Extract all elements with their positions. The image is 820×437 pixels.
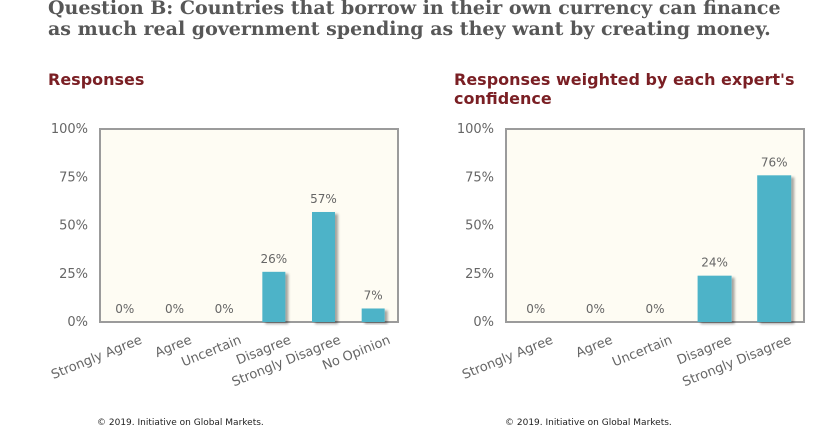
- y-tick-label: 75%: [59, 170, 88, 185]
- bar: [361, 308, 385, 322]
- y-tick-label: 0%: [67, 315, 88, 330]
- category-label: Uncertain: [610, 333, 674, 371]
- chart-title-weighted: Responses weighted by each expert's conf…: [454, 70, 795, 108]
- category-label: Strongly Agree: [460, 333, 555, 383]
- weighted-responses-chart: 0% 25% 50% 75% 100% 0% Strongly Agree 0% Agree 0%…: [457, 122, 805, 390]
- bar: [697, 275, 732, 322]
- y-tick-label: 100%: [51, 122, 88, 137]
- y-tick-label: 50%: [465, 219, 494, 234]
- plot-area: [505, 128, 805, 323]
- category-label: Agree: [574, 333, 615, 361]
- y-tick-label: 25%: [465, 267, 494, 282]
- data-label: 0%: [215, 302, 234, 316]
- data-label: 24%: [701, 256, 728, 270]
- data-label: 7%: [364, 288, 383, 302]
- responses-chart: 0%25%50%75%100%0%Strongly Agree0%Agree0%…: [49, 122, 399, 390]
- copyright-left: © 2019. Initiative on Global Markets.: [97, 418, 264, 428]
- data-label: 0%: [165, 302, 184, 316]
- data-label: 76%: [761, 155, 788, 169]
- category-label: Strongly Agree: [49, 333, 144, 383]
- data-label: 26%: [260, 252, 287, 266]
- y-tick-label: 0%: [473, 315, 494, 330]
- y-tick-label: 75%: [465, 170, 494, 185]
- y-tick-label: 25%: [59, 267, 88, 282]
- y-tick-label: 100%: [457, 122, 494, 137]
- chart-title-responses: Responses: [48, 70, 145, 89]
- data-label: 57%: [310, 192, 337, 206]
- data-label: 0%: [586, 302, 605, 316]
- bar: [757, 175, 792, 322]
- data-label: 0%: [526, 302, 545, 316]
- y-tick-label: 50%: [59, 219, 88, 234]
- copyright-right: © 2019. Initiative on Global Markets.: [505, 418, 672, 428]
- data-label: 0%: [115, 302, 134, 316]
- bar: [312, 211, 335, 322]
- question-title: Question B: Countries that borrow in the…: [48, 0, 781, 40]
- plot-area: [99, 128, 399, 323]
- data-label: 0%: [645, 302, 664, 316]
- bar: [262, 271, 286, 322]
